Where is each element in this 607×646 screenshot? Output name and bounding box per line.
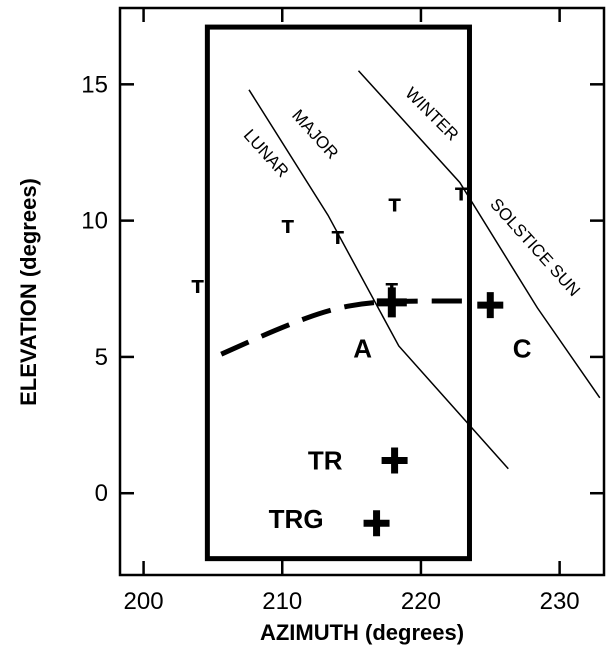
- dashed-horizon-curve: [220, 298, 470, 357]
- x-tick-label: 210: [262, 588, 302, 615]
- marker-t-0: T: [192, 277, 205, 298]
- x-axis-title: AZIMUTH (degrees): [260, 620, 464, 645]
- marker-group: TTTTTT: [192, 184, 468, 300]
- track-label-solstice-sun: SOLSTICE SUN: [486, 195, 584, 300]
- track-label-winter: WINTER: [401, 84, 462, 145]
- marker-t-3: T: [388, 195, 401, 216]
- plot-frame: [118, 6, 606, 577]
- cross-label-a: A: [353, 334, 372, 364]
- survey-box: [204, 24, 472, 562]
- cross-label-tr: TR: [308, 446, 343, 476]
- y-tick-label: 5: [95, 344, 108, 371]
- cross-c: [477, 292, 504, 319]
- x-tick-label: 230: [540, 588, 580, 615]
- marker-t-1: T: [282, 217, 295, 238]
- cross-group: A C TR TRG: [269, 287, 532, 537]
- cross-tr: [381, 447, 408, 474]
- y-axis-title: ELEVATION (degrees): [16, 178, 41, 406]
- track-label-lunar: LUNAR: [240, 126, 293, 182]
- y-tick-label: 10: [81, 208, 108, 235]
- track-line-1: [357, 70, 601, 399]
- track-label-major: MAJOR: [288, 106, 342, 163]
- y-tick-label: 15: [81, 71, 108, 98]
- cross-label-c: C: [513, 334, 532, 364]
- cross-label-trg: TRG: [269, 504, 324, 534]
- tick-group: 200 210 220 230 0 5 10 15: [81, 8, 604, 615]
- cross-trg: [363, 510, 390, 537]
- x-tick-label: 220: [401, 588, 441, 615]
- marker-t-2: T: [332, 228, 345, 249]
- cross-a: [376, 287, 407, 318]
- track-line-0: [248, 89, 509, 470]
- marker-t-4: T: [455, 184, 468, 205]
- x-tick-label: 200: [124, 588, 164, 615]
- y-tick-label: 0: [95, 480, 108, 507]
